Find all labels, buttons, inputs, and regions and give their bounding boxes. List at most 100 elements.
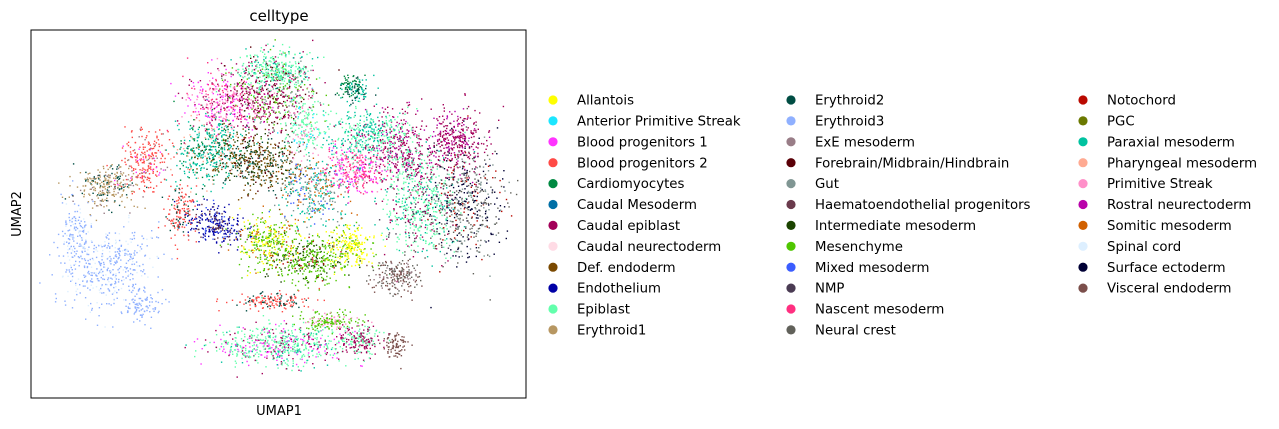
point-1558 <box>204 99 207 101</box>
point-2191 <box>263 113 265 115</box>
point-1046 <box>143 181 145 184</box>
point-240 <box>124 266 126 268</box>
point-4648 <box>354 242 356 245</box>
point-3221 <box>267 162 270 165</box>
point-3429 <box>212 238 214 240</box>
point-4977 <box>308 155 310 157</box>
point-2681 <box>270 76 273 79</box>
point-1468 <box>210 136 212 139</box>
point-4365 <box>290 259 292 261</box>
point-2167 <box>246 99 249 101</box>
point-4231 <box>339 261 341 264</box>
point-2537 <box>260 64 262 66</box>
point-39 <box>79 284 81 286</box>
point-1118 <box>162 169 165 171</box>
point-747 <box>96 183 99 185</box>
point-1858 <box>199 91 201 94</box>
point-2448 <box>288 97 291 99</box>
point-539 <box>67 245 69 247</box>
point-2735 <box>294 53 296 56</box>
point-1040 <box>142 179 145 181</box>
point-4384 <box>294 258 297 260</box>
point-854 <box>132 172 135 175</box>
point-4923 <box>313 172 315 175</box>
point-2026 <box>245 90 248 93</box>
point-1526 <box>221 166 223 168</box>
point-339 <box>100 287 102 290</box>
point-4416 <box>311 251 313 253</box>
point-1867 <box>248 137 250 139</box>
point-3043 <box>232 153 234 155</box>
point-3214 <box>278 152 280 154</box>
point-3606 <box>177 227 179 229</box>
point-4369 <box>290 261 292 264</box>
point-3204 <box>227 149 229 151</box>
point-2233 <box>246 92 248 94</box>
point-1067 <box>130 156 133 158</box>
point-1920 <box>208 120 211 123</box>
point-2512 <box>276 64 278 66</box>
point-4419 <box>312 249 314 251</box>
point-1679 <box>238 85 241 87</box>
point-1883 <box>228 95 231 97</box>
point-3945 <box>279 249 281 251</box>
point-3521 <box>233 230 235 232</box>
point-1047 <box>126 143 128 145</box>
point-4663 <box>314 194 316 196</box>
point-1421 <box>165 179 168 181</box>
point-4785 <box>315 182 317 184</box>
point-4899 <box>309 205 311 207</box>
point-515 <box>85 224 87 226</box>
point-1924 <box>188 97 190 99</box>
point-3934 <box>253 229 255 231</box>
point-2040 <box>325 94 327 97</box>
point-213 <box>109 260 112 262</box>
point-2412 <box>284 116 286 118</box>
point-2926 <box>241 157 244 159</box>
point-4321 <box>314 263 316 265</box>
point-3906 <box>268 235 271 237</box>
point-2997 <box>281 166 284 168</box>
point-3808 <box>279 261 281 264</box>
point-4009 <box>273 233 275 235</box>
point-3733 <box>256 231 258 233</box>
point-3499 <box>205 227 207 230</box>
point-1384 <box>191 148 193 150</box>
point-4540 <box>346 253 348 255</box>
point-3413 <box>226 235 228 238</box>
point-1202 <box>227 131 229 133</box>
point-631 <box>130 190 133 193</box>
point-1536 <box>211 127 213 130</box>
point-2657 <box>249 54 252 56</box>
point-1300 <box>229 147 231 149</box>
point-4312 <box>331 245 334 247</box>
point-1071 <box>150 155 152 158</box>
point-4448 <box>348 228 351 230</box>
point-2396 <box>221 77 223 80</box>
point-3880 <box>269 226 271 229</box>
point-3739 <box>263 222 266 225</box>
point-1018 <box>152 169 154 171</box>
point-4572 <box>351 247 353 250</box>
point-1208 <box>200 169 202 171</box>
point-2994 <box>236 169 239 172</box>
point-3994 <box>274 248 276 251</box>
point-2956 <box>244 159 246 161</box>
point-1280 <box>207 128 209 131</box>
point-2436 <box>282 92 285 94</box>
point-2076 <box>320 104 322 106</box>
point-3981 <box>256 246 258 248</box>
point-3472 <box>237 232 240 235</box>
point-4077 <box>319 270 321 272</box>
point-1144 <box>183 160 185 163</box>
point-4051 <box>312 265 314 267</box>
point-2021 <box>274 83 276 85</box>
point-4749 <box>325 181 327 183</box>
point-2618 <box>277 70 280 72</box>
point-2717 <box>295 84 298 86</box>
point-59 <box>101 292 103 294</box>
point-1851 <box>232 87 235 90</box>
point-3835 <box>300 235 302 237</box>
point-3280 <box>253 138 255 140</box>
point-3372 <box>228 235 231 238</box>
